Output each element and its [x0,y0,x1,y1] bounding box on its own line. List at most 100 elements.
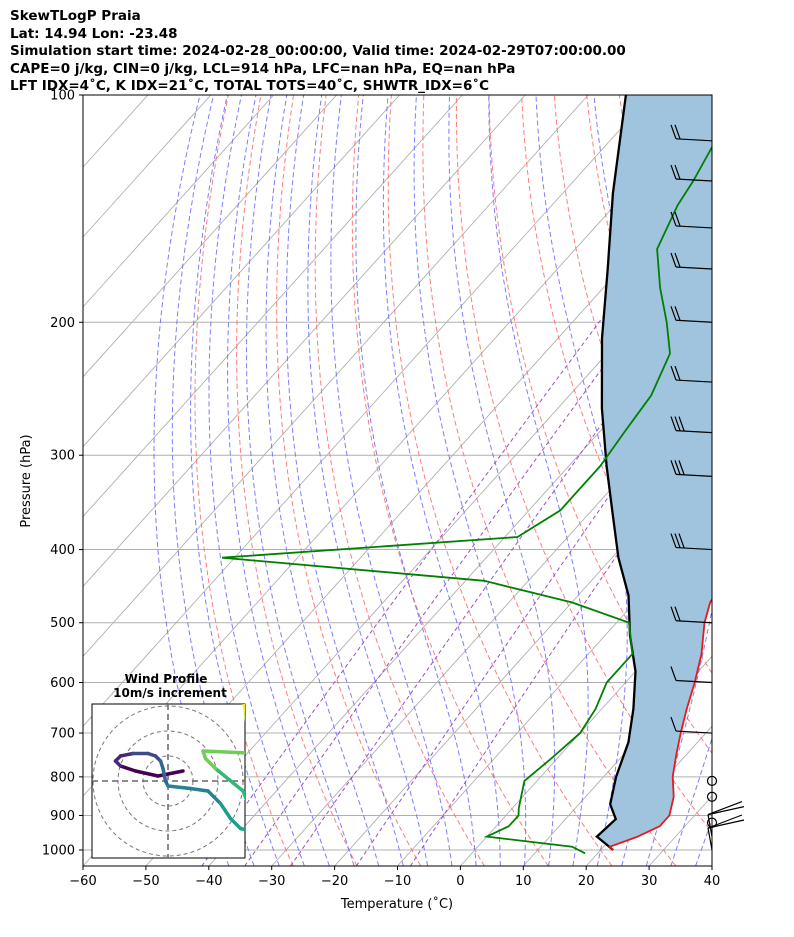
wind-barb [674,211,681,227]
wind-barb [674,533,681,548]
isotherm-line [83,95,400,448]
x-tick-label: −20 [321,874,348,889]
wind-barb [675,730,713,734]
dry-adiabat [387,95,613,866]
wind-barb [707,827,713,851]
dry-adiabat [455,95,712,833]
moist-adiabat [190,95,280,866]
isotherm-line [208,306,712,866]
wind-barb [707,806,745,816]
isotherm-line [711,865,712,866]
chart-title: SkewTLogP Praia [10,8,141,24]
x-tick-label: 40 [704,874,721,889]
y-tick-label: 800 [50,770,75,785]
wind-barb [670,252,677,268]
moist-adiabat [670,736,712,866]
y-tick-label: 300 [50,449,75,464]
hodograph-segment [253,754,258,762]
x-tick-label: 10 [515,874,532,889]
wind-barb [670,306,677,321]
wind-barb [670,365,677,381]
wind-barb [675,546,713,551]
chart-header: SkewTLogP Praia Lat: 14.94 Lon: -23.48 S… [10,8,626,96]
y-tick-label: 700 [50,727,75,742]
x-tick-label: −30 [258,874,285,889]
y-tick-label: 500 [50,616,75,631]
wind-barbs [670,124,745,851]
x-axis-label: Temperature (˚C) [340,896,453,912]
temperature-line [608,597,712,851]
wind-barb [674,606,681,621]
index-line: LFT IDX=4˚C, K IDX=21˚C, TOTAL TOTS=40˚C… [10,78,490,94]
wind-barb [670,606,677,621]
hodograph-segment [238,826,245,832]
time-line: Simulation start time: 2024-02-28_00:00:… [10,43,626,59]
hodograph-segment [188,786,210,793]
calm-wind-marker [706,791,718,802]
hodograph-segment [242,704,245,713]
dry-adiabat [314,95,485,866]
hodograph-segment [156,769,185,778]
hodograph-segment [251,829,259,832]
wind-barb [674,252,681,268]
dry-adiabat [194,95,294,866]
moist-adiabat [265,95,380,866]
hodograph-segment [201,749,245,755]
wind-barb [678,416,685,431]
wind-barb [675,266,713,270]
moist-adiabat [330,95,453,866]
y-tick-label: 400 [50,543,75,558]
moist-adiabat [285,95,404,866]
hodograph-segment [228,816,243,831]
cape-line: CAPE=0 j/kg, CIN=0 j/kg, LCL=914 hPa, LF… [10,60,516,77]
wind-barb [678,460,685,475]
wind-barb [675,379,713,383]
hodograph-segment [218,801,233,821]
dry-adiabat [351,95,549,866]
wind-barb [678,533,685,548]
inset-title: Wind Profile [125,672,208,686]
wind-barb [674,124,681,140]
cin-cape-shading [596,95,712,850]
y-tick-label: 900 [50,809,75,824]
dry-adiabat [276,95,422,866]
x-tick-label: 0 [456,874,464,889]
dewpoint-line [222,145,712,855]
wind-barb [675,178,713,182]
hodograph-segment [118,751,135,758]
hodograph-segment [118,764,138,773]
moist-adiabat [355,95,477,866]
isotherm-line [397,515,712,866]
isotherm-line [585,725,712,866]
isotherm-line [83,95,275,308]
x-tick-label: 30 [641,874,658,889]
wind-barb [707,814,743,829]
hodograph-segment [133,769,160,778]
dry-adiabat [782,95,794,866]
mixing-ratio-line [290,270,712,866]
isotherm-line [145,236,712,866]
inset-subtitle: 10m/s increment [113,686,227,700]
wind-barb [670,533,677,548]
y-tick-label: 1000 [42,844,75,859]
moist-adiabat [246,95,355,866]
mixing-ratio-line [355,348,712,866]
x-tick-label: 20 [578,874,595,889]
wind-barb [674,460,681,475]
wind-barb [670,164,677,180]
isotherm-line [83,95,652,727]
y-tick-label: 200 [50,316,75,331]
hodograph-group [92,704,259,858]
wind-barb [670,416,677,431]
background-lines [83,95,794,866]
wind-barb [670,716,677,732]
mixing-ratio-line [409,414,712,866]
plot-frame: −60 −50 −40 −30 −20 −10 0 10 20 30 40 100 200 300 400 5… [42,89,720,890]
hodograph-segment [213,766,245,793]
moist-adiabat [413,95,527,866]
hodograph-segment [243,709,245,723]
wind-barb [675,430,713,434]
dry-adiabat [521,95,712,674]
calm-wind-marker [706,817,718,828]
